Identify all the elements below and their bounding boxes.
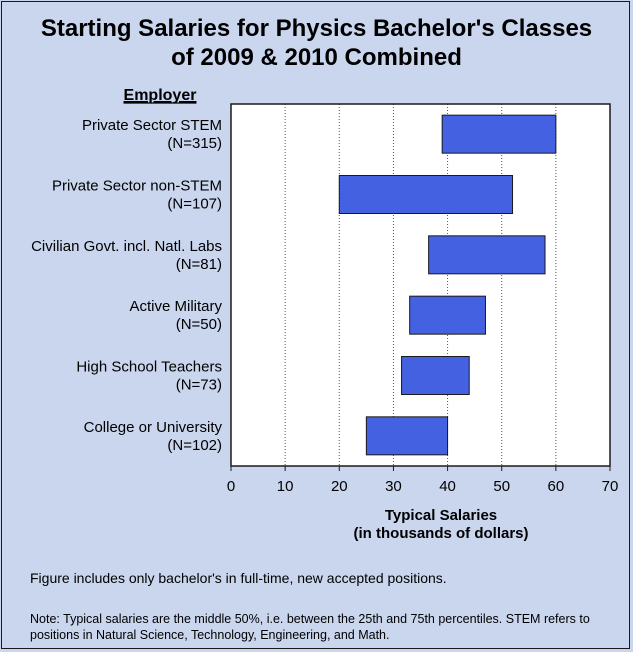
chart-title: Starting Salaries for Physics Bachelor's… xyxy=(0,14,633,72)
category-label-3: Active Military xyxy=(129,298,222,315)
chart-title-line-2: of 2009 & 2010 Combined xyxy=(171,44,462,71)
category-label-4: High School Teachers xyxy=(76,359,222,376)
category-label-2: Civilian Govt. incl. Natl. Labs xyxy=(31,238,222,255)
xtick-label-60: 60 xyxy=(548,478,565,495)
category-label-1: Private Sector non-STEM xyxy=(52,178,222,195)
category-label-5: College or University xyxy=(84,419,223,436)
bar-4 xyxy=(401,356,470,395)
xtick-label-40: 40 xyxy=(439,478,456,495)
category-count-4: (N=73) xyxy=(176,377,222,394)
x-axis-title-line-1: Typical Salaries xyxy=(385,507,497,524)
plot-border xyxy=(230,103,611,467)
xtick-label-70: 70 xyxy=(602,478,619,495)
xtick-label-30: 30 xyxy=(385,478,402,495)
xtick-label-50: 50 xyxy=(493,478,510,495)
category-count-1: (N=107) xyxy=(167,196,222,213)
bar-2 xyxy=(428,235,546,275)
chart-title-line-1: Starting Salaries for Physics Bachelor's… xyxy=(40,15,593,42)
bar-3 xyxy=(409,295,486,335)
figure-footnote: Note: Typical salaries are the middle 50… xyxy=(30,612,590,642)
xtick-label-20: 20 xyxy=(331,478,348,495)
plot-area xyxy=(231,104,610,466)
xtick-label-0: 0 xyxy=(227,478,235,495)
x-axis-title-line-2: (in thousands of dollars) xyxy=(354,525,529,542)
category-count-0: (N=315) xyxy=(167,135,222,152)
bar-0 xyxy=(441,114,557,154)
xtick-label-10: 10 xyxy=(277,478,294,495)
category-label-0: Private Sector STEM xyxy=(82,117,222,134)
category-count-3: (N=50) xyxy=(176,316,222,333)
category-count-5: (N=102) xyxy=(167,437,222,454)
y-axis-title: Employer xyxy=(124,87,197,104)
category-count-2: (N=81) xyxy=(176,256,222,273)
figure-note: Figure includes only bachelor's in full-… xyxy=(30,570,447,586)
bar-1 xyxy=(338,175,514,214)
bar-5 xyxy=(365,416,449,456)
